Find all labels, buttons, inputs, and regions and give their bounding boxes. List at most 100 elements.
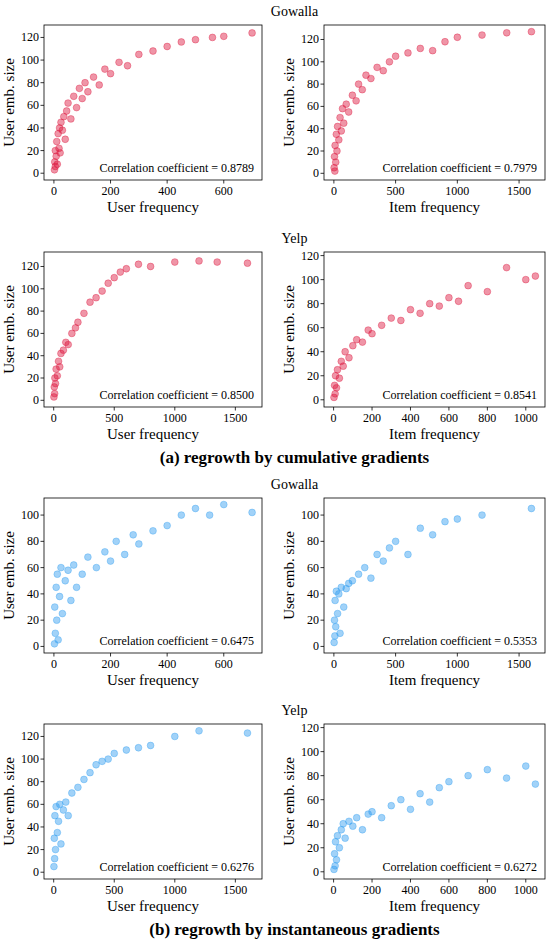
x-tick [525, 407, 526, 411]
frame [324, 25, 545, 180]
point [82, 79, 89, 86]
point [58, 841, 65, 848]
point [479, 32, 486, 39]
y-tick [321, 173, 325, 174]
point [56, 593, 63, 600]
point [70, 562, 77, 569]
point [405, 551, 412, 558]
point [52, 846, 59, 853]
point [369, 330, 376, 337]
panel-title: Gowalla [271, 4, 319, 19]
point [331, 168, 338, 175]
x-tick-label: 500 [387, 657, 405, 671]
y-tick-label: 40 [307, 817, 319, 831]
y-tick-label: 20 [307, 369, 319, 383]
point [67, 597, 74, 604]
x-tick-label: 1000 [445, 657, 469, 671]
y-tick [321, 541, 325, 542]
point [65, 341, 72, 348]
point [68, 790, 75, 797]
points [331, 28, 535, 174]
x-tick [53, 407, 54, 411]
point [52, 380, 59, 387]
point [75, 319, 82, 326]
point [378, 322, 385, 329]
point [65, 100, 72, 107]
point [532, 781, 539, 788]
point [130, 531, 137, 538]
point [57, 149, 64, 156]
y-tick-label: 0 [33, 865, 39, 879]
point [405, 49, 412, 56]
y-tick [41, 82, 45, 83]
y-tick [321, 128, 325, 129]
y-tick [321, 646, 325, 647]
panel: Gowalla0200400600020406080100120User fre… [1, 4, 319, 215]
x-tick-label: 1000 [163, 411, 187, 425]
x-axis-label: Item frequency [389, 898, 481, 914]
point [528, 28, 535, 35]
point [54, 161, 61, 168]
y-tick-label: 40 [27, 587, 39, 601]
y-tick [321, 39, 325, 40]
panel-title: Yelp [282, 703, 308, 718]
point [336, 375, 343, 382]
y-tick [41, 105, 45, 106]
point [75, 784, 82, 791]
point [87, 769, 94, 776]
point [388, 315, 395, 322]
y-tick-label: 20 [27, 371, 39, 385]
point [386, 58, 393, 65]
point [101, 66, 108, 73]
point [361, 564, 368, 571]
x-tick [174, 879, 175, 883]
y-tick [41, 311, 45, 312]
x-tick-label: 400 [401, 411, 419, 425]
y-axis-label: User emb. size [281, 58, 297, 147]
x-tick [235, 879, 236, 883]
panel: Yelp050010001500020406080100120User freq… [1, 231, 307, 442]
point [503, 264, 510, 271]
points [51, 258, 251, 401]
point [332, 159, 339, 166]
y-tick [321, 375, 325, 376]
point [55, 818, 62, 825]
y-tick [41, 759, 45, 760]
point [81, 776, 88, 783]
panel: 050010001500020406080100120Item frequenc… [281, 25, 545, 215]
point [70, 93, 77, 100]
point [397, 796, 404, 803]
point [359, 826, 366, 833]
point [93, 761, 100, 768]
point [442, 518, 449, 525]
y-tick [321, 61, 325, 62]
point [192, 505, 199, 512]
y-axis-label: User emb. size [1, 531, 17, 620]
y-tick [41, 646, 45, 647]
point [124, 62, 131, 69]
x-tick [235, 407, 236, 411]
y-tick-label: 20 [307, 613, 319, 627]
point [332, 623, 339, 630]
point [84, 554, 91, 561]
point [455, 298, 462, 305]
point [164, 43, 171, 50]
y-tick [41, 400, 45, 401]
x-tick [167, 180, 168, 184]
y-tick [321, 303, 325, 304]
x-tick-label: 500 [105, 411, 123, 425]
caption: (a) regrowth by cumulative gradients [160, 448, 430, 467]
point [331, 639, 338, 646]
frame [324, 498, 545, 653]
point [368, 75, 375, 82]
x-tick-label: 400 [401, 883, 419, 897]
y-tick [321, 847, 325, 848]
point [417, 790, 424, 797]
annotation: Correlation coefficient = 0.7979 [383, 161, 538, 175]
point [178, 512, 185, 519]
x-tick-label: 600 [215, 184, 233, 198]
y-tick-label: 120 [301, 721, 319, 735]
point [107, 558, 114, 565]
point [53, 617, 60, 624]
point [123, 265, 130, 272]
